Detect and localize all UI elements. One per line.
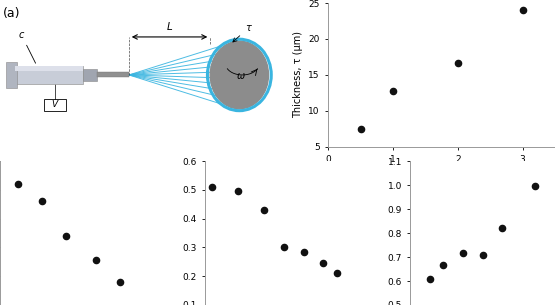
Point — [498, 226, 507, 231]
Point — [299, 249, 308, 254]
Point — [234, 189, 243, 194]
Point — [38, 199, 47, 204]
Point — [453, 60, 462, 65]
Point — [62, 234, 70, 239]
Bar — [44, 99, 66, 111]
Ellipse shape — [210, 41, 269, 109]
Point — [116, 280, 125, 285]
X-axis label: Time (hour): Time (hour) — [413, 170, 470, 180]
Point — [92, 258, 101, 263]
Bar — [6, 62, 17, 88]
Text: $\tau$: $\tau$ — [233, 23, 253, 42]
Text: $\omega$: $\omega$ — [236, 71, 246, 81]
Point — [280, 245, 289, 250]
Text: $c$: $c$ — [18, 30, 36, 63]
Y-axis label: Thickness, τ (μm): Thickness, τ (μm) — [293, 31, 303, 118]
Text: (a): (a) — [3, 7, 21, 20]
Point — [439, 263, 448, 268]
Point — [332, 271, 341, 276]
Bar — [16, 66, 83, 84]
Point — [14, 182, 23, 187]
Point — [356, 126, 365, 131]
Bar — [97, 73, 129, 77]
Point — [478, 252, 487, 257]
Point — [260, 208, 269, 213]
Point — [518, 8, 527, 13]
Text: $V$: $V$ — [51, 98, 59, 109]
Text: $L$: $L$ — [166, 20, 173, 32]
Point — [319, 261, 328, 266]
Point — [531, 184, 539, 189]
Point — [426, 276, 435, 281]
Point — [208, 185, 216, 189]
Bar — [83, 70, 97, 81]
Point — [458, 251, 467, 256]
Bar — [16, 66, 83, 71]
Point — [388, 89, 397, 94]
